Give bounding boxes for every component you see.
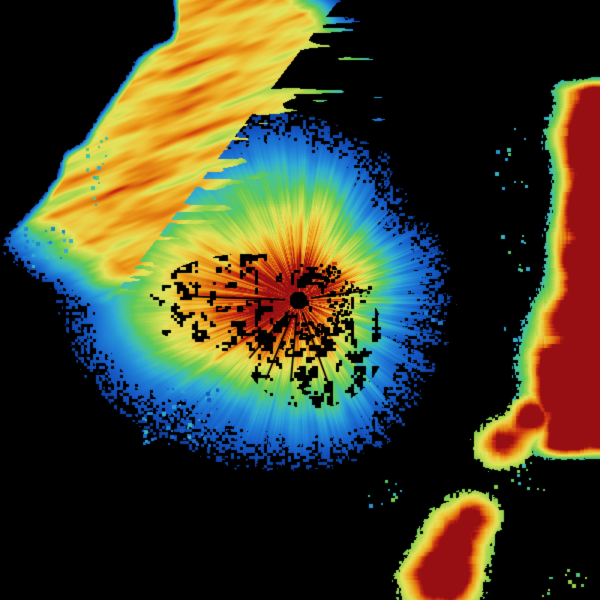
radar-display (0, 0, 600, 600)
radar-reflectivity-image (0, 0, 600, 600)
